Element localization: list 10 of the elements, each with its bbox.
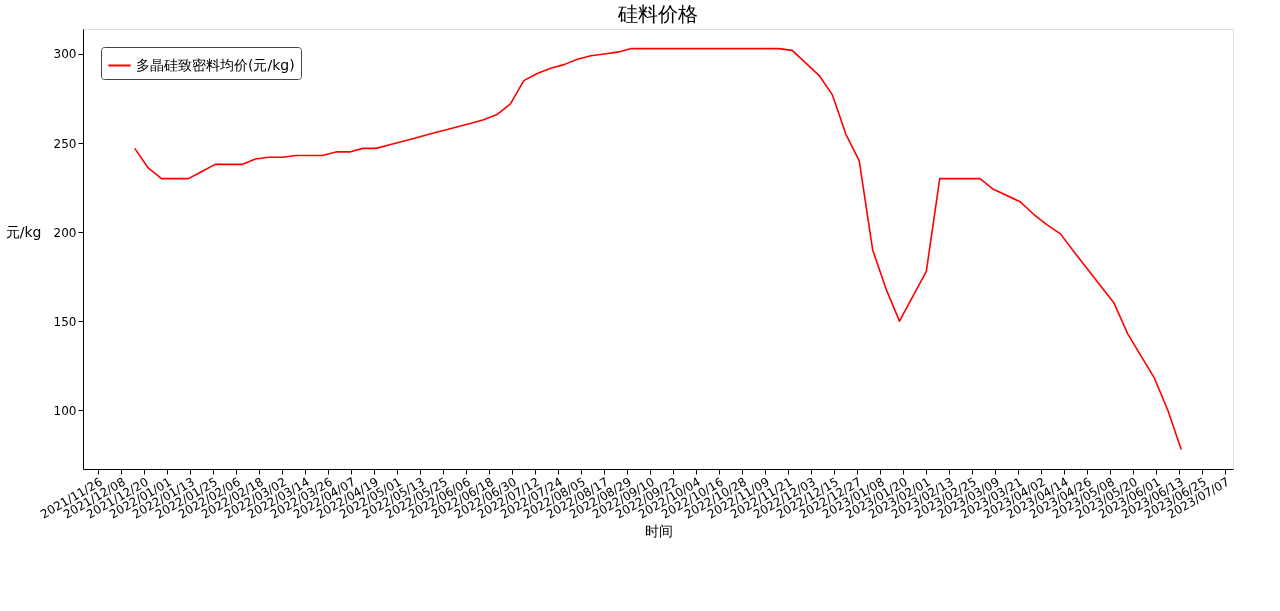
y-axis-title: 元/kg: [5, 223, 42, 240]
y-tick-label: 250: [53, 136, 77, 151]
line-series: [133, 47, 1183, 451]
legend-label: 多晶硅致密料均价(元/kg): [136, 56, 295, 73]
y-tick-label: 100: [53, 403, 77, 418]
y-tick-label: 200: [53, 225, 77, 240]
y-tick-label: 300: [53, 47, 77, 62]
chart-title: 硅料价格: [617, 2, 698, 26]
x-axis-title: 时间: [644, 522, 673, 539]
y-tick-label: 150: [53, 314, 77, 329]
